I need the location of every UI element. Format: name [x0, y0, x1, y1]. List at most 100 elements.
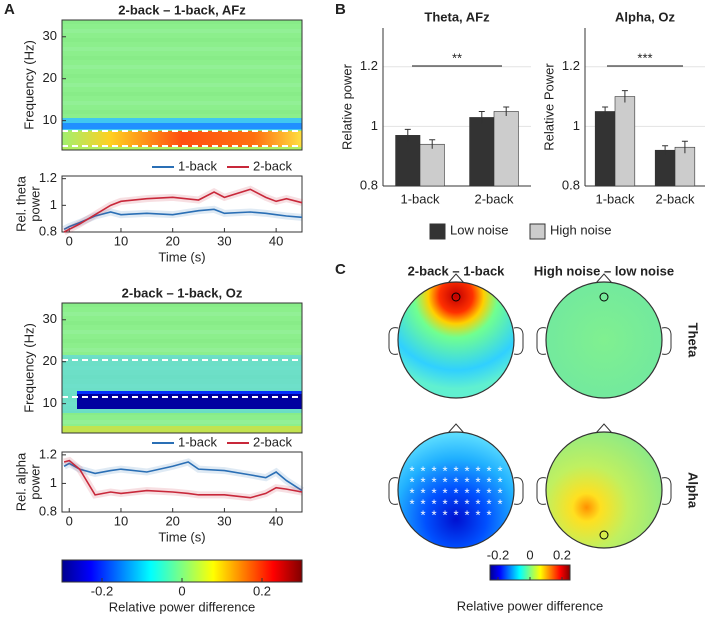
y-axis-label: Rel. alpha [13, 452, 28, 511]
error-bar [404, 128, 411, 142]
bar [654, 149, 676, 187]
heatmap-texture [62, 303, 302, 307]
significance-star: * [442, 496, 447, 511]
y-tick-label: 1 [371, 118, 378, 133]
x-axis-label: Time (s) [158, 249, 205, 264]
y-axis-label: Frequency (Hz) [21, 323, 36, 413]
head-nose [447, 273, 465, 284]
significance-star: * [431, 463, 436, 478]
heatmap-texture [62, 348, 302, 352]
bar [493, 111, 519, 187]
significance-star: * [409, 485, 414, 500]
chart-title: 2-back – 1-back, Oz [122, 285, 243, 300]
x-tick-label: 20 [165, 233, 179, 248]
series-line [63, 188, 303, 233]
significance-star: * [442, 485, 447, 500]
x-tick-label: 10 [114, 513, 128, 528]
x-tick-label: 0.2 [253, 583, 271, 598]
heatmap-texture [62, 65, 302, 69]
panel-letter: B [335, 1, 346, 18]
y-tick-label: 0.8 [360, 177, 378, 192]
heatmap-texture [62, 56, 302, 60]
head-nose [595, 273, 613, 284]
x-tick-label: 0.2 [553, 547, 571, 562]
significance-star: * [453, 474, 458, 489]
error-bar [478, 110, 485, 124]
legend-label: 1-back [178, 158, 218, 173]
y-axis-label: Relative power [339, 63, 354, 150]
significance-label: ** [452, 50, 462, 65]
significance-star: * [431, 507, 436, 522]
chart-title: Alpha, Oz [615, 9, 675, 24]
significance-star: * [431, 474, 436, 489]
heatmap-texture [62, 420, 302, 424]
legend-label: Low noise [450, 222, 509, 237]
significance-star: * [409, 463, 414, 478]
topomap [545, 431, 663, 549]
significance-star: * [453, 496, 458, 511]
bar [594, 111, 616, 187]
legend-label: 1-back [178, 434, 218, 449]
heatmap-texture [62, 29, 302, 33]
x-tick-label: -0.2 [487, 547, 509, 562]
heatmap-texture [62, 38, 302, 42]
row-label: Theta [686, 323, 701, 358]
topomap [397, 281, 515, 399]
significance-star: * [431, 496, 436, 511]
significance-star: * [464, 496, 469, 511]
error-bar [681, 140, 688, 154]
head-ear [536, 477, 547, 505]
legend-label: 2-back [253, 434, 293, 449]
chart-title: Theta, AFz [424, 9, 490, 24]
electrode-marker [599, 530, 609, 540]
heatmap-texture [62, 321, 302, 325]
error-bar [621, 90, 628, 103]
heatmap-texture [62, 110, 302, 114]
row-label: Alpha [686, 472, 701, 509]
y-axis-label: power [27, 464, 42, 500]
y-axis-label: power [27, 186, 42, 222]
significance-star: * [464, 507, 469, 522]
heatmap-texture [62, 47, 302, 51]
y-tick-label: 1.2 [39, 170, 57, 185]
significance-star: * [497, 496, 502, 511]
panel-letter: C [335, 261, 346, 278]
head-nose [595, 423, 613, 434]
significance-star: * [464, 463, 469, 478]
significance-star: * [453, 463, 458, 478]
heatmap-band [62, 426, 302, 433]
legend-swatch [529, 223, 546, 240]
x-axis-label: Relative power difference [457, 598, 603, 613]
error-bar [662, 145, 669, 155]
y-tick-label: 1.2 [360, 58, 378, 73]
heatmap-band [62, 147, 302, 150]
x-tick-label: -0.2 [91, 583, 113, 598]
y-tick-label: 20 [43, 70, 57, 85]
head-nose [447, 423, 465, 434]
heatmap-texture [62, 20, 302, 24]
significance-star: * [486, 485, 491, 500]
y-tick-label: 0.8 [562, 177, 580, 192]
x-tick-label: 40 [269, 233, 283, 248]
topomap [545, 281, 663, 399]
series-line [63, 461, 303, 492]
significance-star: * [475, 474, 480, 489]
y-axis-label: Rel. theta [13, 175, 28, 231]
significance-star: * [431, 485, 436, 500]
electrode-marker [599, 292, 609, 302]
y-axis-label: Relative Power [541, 63, 556, 151]
error-bar [503, 106, 510, 116]
x-tick-label: 0 [526, 547, 533, 562]
y-tick-label: 0.8 [39, 503, 57, 518]
x-tick-label: 30 [217, 513, 231, 528]
significance-star: * [420, 507, 425, 522]
significance-star: * [464, 474, 469, 489]
y-tick-label: 20 [43, 353, 57, 368]
panel-letter: A [4, 1, 15, 18]
y-tick-label: 10 [43, 112, 57, 127]
heatmap-texture [62, 330, 302, 334]
significance-star: * [486, 507, 491, 522]
significance-star: * [420, 474, 425, 489]
heatmap-band [77, 393, 302, 409]
heatmap-band [62, 123, 302, 129]
